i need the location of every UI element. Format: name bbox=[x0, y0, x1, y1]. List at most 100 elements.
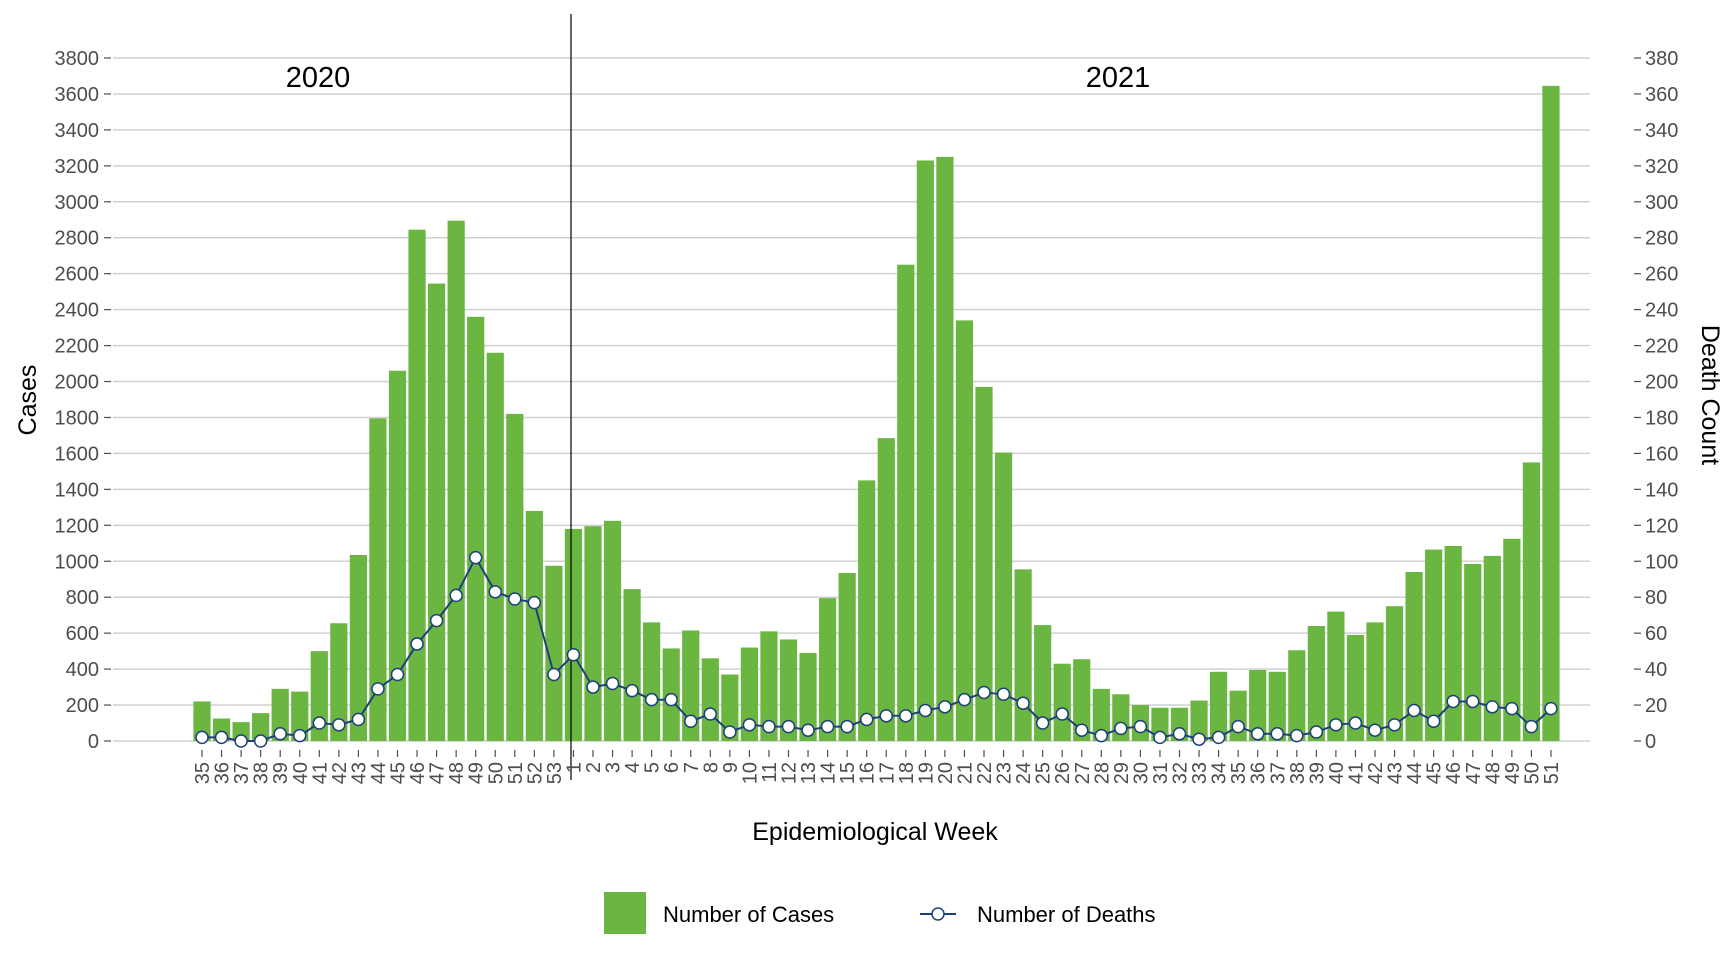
y-tick-label: 2600 bbox=[55, 264, 100, 286]
x-tick-label: 35 bbox=[1228, 762, 1250, 784]
x-tick-label: 4 bbox=[622, 762, 644, 773]
death-point bbox=[1485, 700, 1500, 714]
x-tick-label: 32 bbox=[1170, 762, 1192, 784]
case-bar bbox=[1249, 670, 1267, 741]
y-tick-label: 2000 bbox=[55, 372, 100, 394]
case-bar bbox=[994, 452, 1013, 741]
case-bar bbox=[564, 528, 583, 741]
death-point bbox=[742, 718, 757, 732]
death-point bbox=[214, 730, 229, 745]
death-point bbox=[1172, 727, 1187, 741]
x-tick-label: 44 bbox=[1404, 762, 1426, 784]
death-point bbox=[1211, 730, 1226, 745]
y-tick-label: 1800 bbox=[55, 407, 100, 429]
case-bar bbox=[193, 701, 211, 741]
x-tick-label: 31 bbox=[1150, 762, 1172, 784]
death-point bbox=[508, 592, 522, 606]
legend-deaths-label: Number of Deaths bbox=[977, 902, 1156, 927]
x-tick-label: 38 bbox=[1287, 762, 1309, 784]
x-tick-label: 3 bbox=[603, 762, 625, 773]
x-tick-label: 43 bbox=[348, 762, 370, 784]
case-bar bbox=[623, 589, 641, 741]
x-tick-label: 40 bbox=[290, 762, 312, 784]
death-point bbox=[253, 734, 268, 748]
y-tick-label: 3600 bbox=[55, 84, 100, 106]
case-bar bbox=[1346, 634, 1365, 741]
case-bar bbox=[506, 413, 524, 741]
death-point bbox=[1466, 694, 1480, 709]
x-tick-label: 11 bbox=[759, 762, 781, 783]
deaths-line bbox=[195, 550, 1558, 748]
case-bar bbox=[877, 438, 895, 741]
x-tick-label: 43 bbox=[1385, 762, 1407, 784]
case-bar bbox=[1503, 538, 1521, 741]
death-point bbox=[684, 714, 698, 728]
y2-tick-label: 80 bbox=[1645, 587, 1667, 609]
death-point bbox=[312, 716, 327, 730]
death-point bbox=[899, 709, 913, 723]
y2-tick-label: 340 bbox=[1645, 120, 1678, 142]
case-bar bbox=[271, 688, 289, 741]
death-point bbox=[1290, 728, 1304, 743]
death-point bbox=[1329, 718, 1343, 732]
y-axis-right: 0 20 40 60 80 100 120 140 160 180 200 220 240 260 280 3… bbox=[1634, 48, 1678, 753]
death-point bbox=[1407, 703, 1421, 718]
case-bar bbox=[486, 352, 504, 741]
death-point bbox=[1153, 730, 1167, 745]
case-bar bbox=[779, 639, 798, 741]
death-point bbox=[351, 712, 366, 727]
x-tick-label: 50 bbox=[1521, 762, 1543, 784]
y2-tick-label: 280 bbox=[1645, 228, 1678, 250]
x-tick-label: 17 bbox=[876, 762, 898, 784]
death-point bbox=[918, 703, 933, 718]
death-point bbox=[879, 709, 893, 723]
x-tick-label: 21 bbox=[954, 762, 976, 784]
death-point bbox=[234, 734, 248, 748]
case-bar bbox=[1210, 671, 1228, 741]
death-point bbox=[625, 683, 639, 698]
x-tick-label: 20 bbox=[935, 762, 957, 784]
x-tick-label: 46 bbox=[407, 762, 429, 784]
x-tick-label: 49 bbox=[466, 762, 488, 784]
case-bar bbox=[1542, 85, 1560, 742]
y-tick-label: 3200 bbox=[55, 156, 100, 178]
x-tick-label: 16 bbox=[857, 762, 879, 784]
death-point bbox=[1094, 728, 1109, 743]
case-bar bbox=[1034, 625, 1052, 741]
x-tick-label: 53 bbox=[544, 762, 566, 784]
legend: Number of Cases Number of Deaths bbox=[604, 892, 1156, 934]
case-bar bbox=[1268, 671, 1286, 741]
y2-tick-label: 140 bbox=[1645, 479, 1678, 501]
x-tick-label: 33 bbox=[1189, 762, 1211, 784]
case-bar bbox=[1385, 606, 1404, 741]
x-tick-label: 45 bbox=[388, 762, 410, 784]
case-bar bbox=[701, 658, 719, 741]
y2-tick-label: 160 bbox=[1645, 443, 1678, 465]
case-bar bbox=[1366, 622, 1384, 741]
x-tick-label: 25 bbox=[1033, 762, 1055, 784]
x-tick-label: 48 bbox=[446, 762, 468, 784]
case-bar bbox=[1327, 611, 1345, 741]
x-tick-label: 29 bbox=[1111, 762, 1133, 784]
case-bar bbox=[1288, 650, 1306, 741]
death-point bbox=[1114, 721, 1128, 736]
y2-tick-label: 0 bbox=[1645, 731, 1656, 753]
x-axis-title: Epidemiological Week bbox=[752, 818, 998, 846]
deaths-series-line bbox=[202, 555, 1552, 742]
y2-tick-label: 380 bbox=[1645, 48, 1678, 70]
y-axis-left: 0 200 400 600 800 1000 1200 1400 1600 1800 2000 220… bbox=[55, 48, 111, 753]
case-bar bbox=[1425, 549, 1443, 741]
death-point bbox=[762, 719, 776, 734]
death-point bbox=[566, 647, 581, 662]
y2-tick-label: 180 bbox=[1645, 407, 1678, 429]
death-point bbox=[840, 719, 854, 734]
case-bar bbox=[1190, 700, 1208, 741]
death-point bbox=[1270, 727, 1284, 741]
death-point bbox=[1368, 723, 1382, 737]
death-point bbox=[781, 719, 796, 734]
x-tick-label: 37 bbox=[231, 762, 253, 784]
death-point bbox=[293, 728, 307, 743]
x-tick-label: 9 bbox=[720, 762, 742, 773]
y2-axis-title: Death Count bbox=[1696, 325, 1724, 465]
x-tick-label: 51 bbox=[505, 762, 527, 784]
